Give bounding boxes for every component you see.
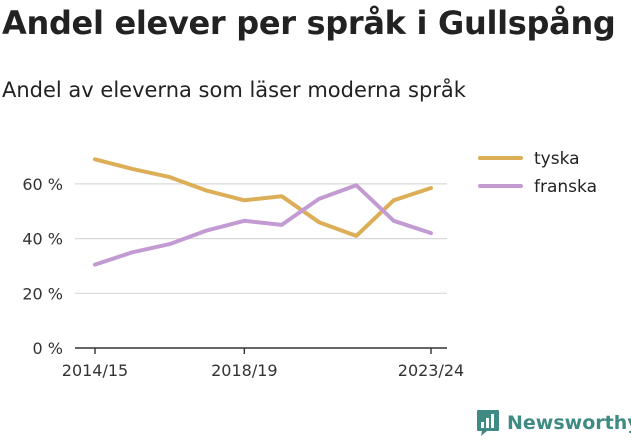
legend-label-tyska: tyska [534,149,580,169]
y-tick-label: 60 % [22,175,63,194]
x-tick-label: 2014/15 [62,361,128,380]
y-tick-label: 0 % [33,339,63,358]
series-line-tyska [93,157,433,238]
y-tick-label: 40 % [22,230,63,249]
newsworthy-logo: Newsworthy [476,409,631,437]
chart-title: Andel elever per språk i Gullspång [2,4,616,42]
series-line-franska [93,183,433,267]
y-tick-label: 20 % [22,284,63,303]
legend-label-franska: franska [534,177,597,197]
newsworthy-wordmark: Newsworthy [507,412,631,434]
chart-subtitle: Andel av eleverna som läser moderna språ… [2,78,466,102]
x-tick-label: 2018/19 [211,361,277,380]
newsworthy-icon [477,410,499,436]
x-tick-label: 2023/24 [398,361,464,380]
